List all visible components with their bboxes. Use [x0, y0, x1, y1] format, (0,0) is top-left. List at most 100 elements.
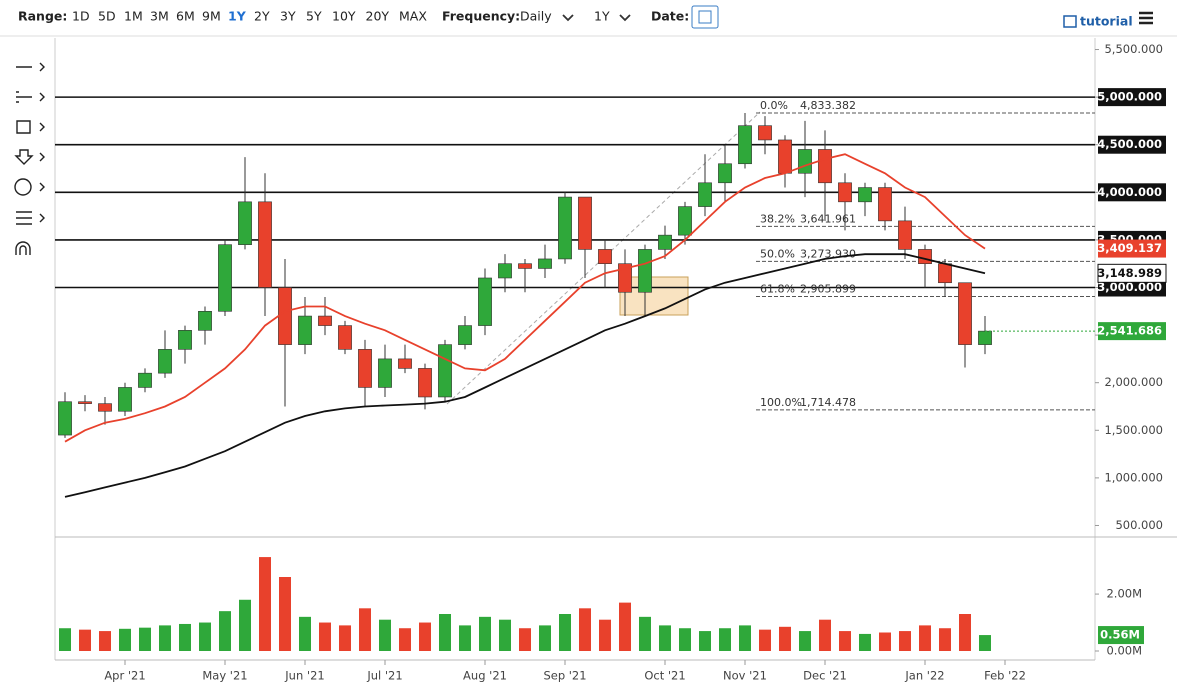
x-tick-label: Jan '22: [904, 669, 944, 683]
volume-bar: [899, 631, 911, 651]
level-label: 3,000.000: [1097, 280, 1162, 294]
range-button[interactable]: 3M: [150, 9, 169, 24]
volume-bar: [779, 626, 791, 651]
range-button[interactable]: 6M: [176, 9, 195, 24]
tool-arrow[interactable]: [14, 149, 45, 165]
candle-body: [258, 201, 272, 288]
level-label-box: [1098, 183, 1166, 202]
tutorial-link[interactable]: tutorial: [1080, 14, 1133, 29]
volume-bar: [139, 627, 151, 651]
date-label: Date:: [651, 9, 689, 24]
fib-price: 3,641.961: [800, 212, 856, 225]
volume-bar: [419, 622, 431, 651]
x-tick-label: Oct '21: [644, 669, 685, 683]
candle-body: [838, 182, 852, 203]
volume-bar: [299, 616, 311, 651]
ma-label-box: [1098, 239, 1166, 258]
fib-price: 2,905.899: [800, 282, 856, 295]
range-button[interactable]: 1M: [124, 9, 143, 24]
candle-body: [958, 282, 972, 345]
tool-measure[interactable]: [16, 182, 45, 225]
level-label-box: [1098, 278, 1166, 297]
frequency-label: Frequency:: [442, 9, 520, 24]
candle-body: [898, 220, 912, 250]
frequency[interactable]: Daily: [520, 9, 552, 24]
ma-label-box: [1097, 263, 1167, 283]
level-label: 5,000.000: [1097, 90, 1162, 104]
candle-body: [178, 330, 192, 350]
dropdown-arrow: [619, 14, 631, 22]
x-tick-label: Sep '21: [543, 669, 586, 683]
tool-line[interactable]: [16, 62, 45, 72]
volume-bar: [939, 628, 951, 651]
volume-bar: [499, 619, 511, 651]
candle-body: [498, 263, 512, 279]
ma-label: 3,409.137: [1097, 241, 1162, 255]
volume-bar: [199, 622, 211, 651]
volume-bar: [619, 602, 631, 651]
candle-body: [378, 358, 392, 388]
volume-bar: [579, 608, 591, 651]
volume-bar: [379, 619, 391, 651]
candle-body: [978, 330, 992, 345]
y-tick-label: 2,000.000: [1104, 375, 1163, 389]
level-label-box: [1098, 88, 1166, 107]
volume-bar: [339, 625, 351, 651]
candle-body: [318, 315, 332, 326]
tool-fib[interactable]: [16, 91, 45, 103]
calendar-icon: [698, 10, 712, 24]
candle-body: [518, 263, 532, 269]
last-volume-label: 0.56M: [1100, 628, 1140, 642]
period[interactable]: 1Y: [594, 9, 610, 24]
volume-bar: [859, 633, 871, 651]
volume-bar: [979, 635, 991, 651]
x-tick-label: Nov '21: [723, 669, 767, 683]
volume-bar: [739, 625, 751, 651]
fib-ratio: 0.0%: [760, 99, 788, 112]
candle-body: [738, 125, 752, 165]
range-button[interactable]: 2Y: [254, 9, 270, 24]
range-button[interactable]: 3Y: [280, 9, 296, 24]
volume-bar: [319, 622, 331, 651]
volume-bar: [219, 611, 231, 651]
candle-body: [778, 139, 792, 174]
volume-bar: [559, 614, 571, 651]
range-button[interactable]: 5Y: [306, 9, 322, 24]
candle-body: [298, 315, 312, 345]
volume-tick-label: 0.00M: [1106, 644, 1142, 658]
toolbar: Range: Frequency: Daily 1Y Date: tutoria…: [0, 5, 1177, 37]
level-label: 4,000.000: [1097, 185, 1162, 199]
candle-body: [98, 403, 112, 412]
candle-body: [858, 187, 872, 203]
candle-body: [818, 149, 832, 184]
range-button[interactable]: MAX: [399, 9, 427, 24]
candle-body: [918, 249, 932, 265]
fib-ratio: 50.0%: [760, 247, 795, 260]
film-icon: [1063, 15, 1077, 28]
range-button[interactable]: 9M: [202, 9, 221, 24]
range-button[interactable]: 1Y: [228, 9, 247, 24]
candle-body: [198, 310, 212, 331]
y-tick-label: 500.000: [1115, 518, 1163, 532]
range-button[interactable]: 10Y: [332, 9, 356, 24]
range-label: Range:: [18, 9, 67, 24]
volume-bar: [839, 631, 851, 651]
candle-body: [138, 372, 152, 388]
candle-body: [618, 263, 632, 293]
range-button[interactable]: 20Y: [366, 9, 390, 24]
volume-bar: [59, 628, 71, 651]
level-label-box: [1098, 135, 1166, 154]
candle-body: [578, 196, 592, 250]
candle-body: [118, 387, 132, 412]
range-button[interactable]: 5D: [98, 9, 116, 24]
date-picker[interactable]: [691, 5, 719, 29]
menu-icon[interactable]: [1139, 11, 1153, 25]
volume-bar: [699, 631, 711, 651]
tool-shape[interactable]: [16, 120, 45, 134]
range-button[interactable]: 1D: [72, 9, 90, 24]
tool-annotation[interactable]: [14, 178, 32, 196]
tool-magnet[interactable]: [15, 241, 31, 255]
volume-tick-label: 2.00M: [1106, 587, 1142, 601]
